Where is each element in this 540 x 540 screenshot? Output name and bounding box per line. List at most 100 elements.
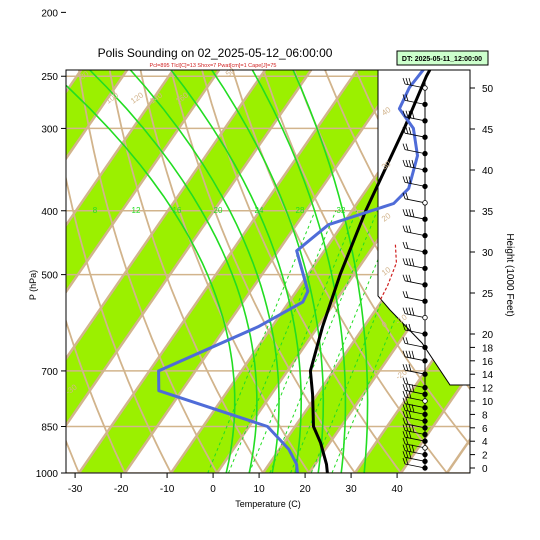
wind-barb-flag (405, 404, 409, 412)
wind-barb-flag (402, 127, 406, 134)
height-tick-label: 10 (482, 397, 494, 408)
moist-adiabat-line (88, 70, 258, 473)
dry-adiabat-line (0, 0, 38, 487)
wind-barb (404, 100, 426, 105)
isotherm-line (307, 237, 470, 473)
wind-barb (404, 436, 426, 442)
wind-station-dot (422, 232, 428, 239)
wind-barb (404, 456, 426, 462)
height-tick-label: 45 (482, 125, 494, 136)
height-tick-label: 2 (482, 451, 488, 462)
wind-station-dot (422, 431, 428, 438)
wind-barb-flag (411, 424, 415, 433)
wind-barb-flag (405, 209, 409, 216)
wind-barb-flag (405, 431, 409, 438)
wind-barb-flag (408, 424, 412, 432)
y-tick-label: 400 (41, 207, 58, 218)
wind-barb (404, 416, 426, 422)
y-tick-label: 200 (41, 8, 58, 19)
height-tick-label: 8 (482, 410, 488, 421)
x-tick-label: 30 (346, 484, 358, 495)
wind-barb-flag (402, 377, 406, 384)
wind-barb (404, 450, 426, 455)
dry-adiabat-line (78, 70, 219, 473)
wind-station-dot (422, 344, 428, 351)
wind-barb (404, 423, 426, 429)
wind-barb-flag (402, 274, 406, 281)
wind-barb-flag (402, 307, 406, 314)
wind-barb (404, 410, 426, 415)
x-tick-label: 0 (210, 484, 216, 495)
wind-barb-flag (411, 159, 415, 168)
mixing-ratio-label: 28 (296, 206, 305, 215)
wind-barb-flag (402, 225, 406, 232)
wind-barb-flag (402, 364, 406, 371)
wind-barb-flag (405, 323, 409, 331)
wind-station-dot (422, 331, 428, 337)
wind-barb-flag (402, 77, 406, 85)
wind-barb-flag (405, 444, 409, 452)
wind-station-dot (422, 391, 428, 397)
wind-station-dot (422, 150, 428, 157)
parcel-line (380, 244, 397, 300)
wind-barb-flag (405, 291, 409, 298)
wind-station-dot (422, 167, 428, 173)
isotherm-line (66, 70, 267, 361)
height-tick-label: 12 (482, 384, 494, 395)
datetime-badge: DT: 2025-05-11_12:00:00 (402, 56, 482, 63)
wind-station-dot (422, 445, 428, 451)
dry-adiabat-line (262, 70, 470, 447)
wind-barb-flag (408, 410, 412, 419)
wind-barb-flag (405, 192, 409, 200)
wind-barb-flag (411, 444, 415, 453)
wind-barb-flag (402, 209, 406, 216)
wind-barb (404, 83, 426, 89)
wind-barb-flag (402, 176, 406, 183)
wind-barb (404, 296, 426, 302)
wind-barb-flag (408, 431, 412, 439)
dry-adiabat-line (495, 0, 540, 487)
wind-barb-flag (408, 127, 412, 135)
mixing-ratio-label: 8 (93, 206, 98, 215)
x-tick-label: -20 (114, 484, 129, 495)
y-tick-label: 500 (41, 271, 58, 282)
wind-barb-flag (402, 384, 406, 391)
height-tick-label: 20 (482, 330, 494, 341)
wind-barb-flag (405, 410, 409, 418)
mixing-ratio-label: 24 (255, 206, 264, 215)
moist-adiabat-line (129, 70, 280, 473)
wind-barb (404, 383, 426, 388)
wind-barb-flag (411, 307, 415, 316)
wind-station-dot (422, 134, 428, 140)
wind-barb-flag (405, 457, 409, 465)
isotherm-line (66, 70, 313, 428)
wind-station-dot (422, 298, 428, 304)
chart-subtitle: Pcl=895 Tlcl[C]=13 Shox=7 Pwat[cm]=1 Cap… (150, 63, 277, 69)
wind-barb-flag (402, 437, 406, 445)
wind-barb-flag (405, 274, 409, 282)
wind-barb-flag (402, 424, 406, 431)
mixing-ratio-line (248, 210, 358, 473)
wind-station-dot (422, 425, 428, 431)
moist-adiabat-line (170, 70, 303, 473)
y-tick-label: 300 (41, 124, 58, 135)
x-tick-label: 10 (254, 484, 266, 495)
wind-barb-flag (408, 323, 412, 332)
wind-barb (404, 343, 426, 348)
temperature-band (0, 0, 38, 487)
wind-barb-flag (408, 384, 412, 392)
moist-adiabat-line (66, 84, 236, 473)
moist-adiabat-line (292, 70, 369, 473)
dry-adiabat-line (354, 70, 470, 280)
dry-adiabat-line (170, 70, 357, 473)
wind-barb-flag (405, 241, 409, 249)
y-axis-label: P (hPa) (28, 270, 38, 300)
wind-barb-flag (405, 176, 409, 184)
wind-barb-flag (405, 451, 409, 459)
wind-barb (404, 313, 426, 318)
wind-barb-flag (402, 258, 406, 265)
wind-station-dot (422, 384, 428, 391)
wind-barb-flag (402, 159, 406, 167)
